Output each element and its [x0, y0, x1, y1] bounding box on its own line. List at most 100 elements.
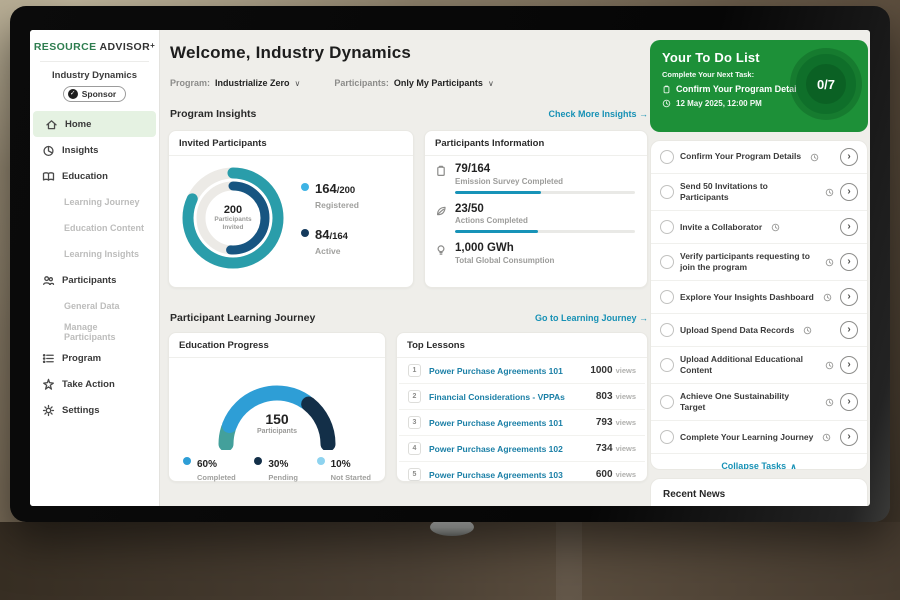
sidebar-item-settings[interactable]: Settings — [30, 397, 159, 423]
legend-label: Not Started — [330, 473, 371, 482]
chevron-down-icon: ∨ — [294, 78, 301, 88]
sidebar-item-general-data[interactable]: General Data — [30, 293, 159, 319]
lesson-title-link[interactable]: Power Purchase Agreements 103 — [429, 469, 563, 480]
page-title: Welcome, Industry Dynamics — [170, 43, 412, 62]
legend-item: 10% Not Started — [316, 454, 371, 482]
go-to-learning-journey-link[interactable]: Go to Learning Journey → — [534, 313, 648, 323]
donut-legend: 164/200 Registered 84/164 Active — [301, 180, 359, 256]
task-checkbox[interactable] — [660, 290, 674, 305]
gauge-arcs — [202, 364, 352, 455]
sidebar-item-insights[interactable]: Insights — [30, 137, 159, 163]
lesson-views: 1000 — [590, 365, 613, 376]
organization-name: Industry Dynamics — [52, 70, 137, 81]
education-progress-body: 150 Participants — [169, 358, 385, 452]
task-open-button[interactable]: › — [840, 321, 858, 340]
lesson-views-suffix: views — [615, 418, 636, 427]
logo-plus: + — [150, 41, 156, 50]
todo-task-row: Upload Spend Data Records › — [651, 314, 867, 348]
lesson-views: 600 — [595, 469, 613, 480]
collapse-tasks-link[interactable]: Collapse Tasks ∧ — [721, 461, 797, 470]
stat-progress-bar — [455, 190, 635, 194]
task-open-button[interactable]: › — [840, 428, 858, 447]
legend-total: /200 — [336, 185, 356, 196]
clock-icon — [822, 433, 831, 442]
task-open-button[interactable]: › — [840, 218, 858, 237]
todo-task-row: Achieve One Sustainability Target › — [651, 384, 867, 422]
task-open-button[interactable]: › — [840, 253, 858, 272]
invited-donut-chart: 200 Participants Invited — [177, 162, 289, 274]
task-checkbox[interactable] — [660, 323, 674, 338]
legend-item: 60% Completed — [183, 454, 236, 482]
sidebar-item-label: Learning Journey — [64, 197, 140, 207]
sponsor-badge[interactable]: ✓ Sponsor — [62, 86, 127, 102]
arrow-right-icon: → — [639, 109, 648, 119]
task-open-button[interactable]: › — [840, 288, 858, 307]
task-label: Explore Your Insights Dashboard — [680, 291, 814, 302]
lesson-title-link[interactable]: Power Purchase Agreements 101 — [429, 365, 563, 376]
todo-task-row: Send 50 Invitations to Participants › — [651, 174, 867, 212]
sidebar-item-home[interactable]: Home — [33, 111, 156, 137]
legend-value: 164 — [315, 181, 337, 196]
top-lessons-title: Top Lessons — [397, 333, 647, 358]
sidebar-item-program[interactable]: Program — [30, 345, 159, 371]
todo-task-row: Explore Your Insights Dashboard › — [651, 281, 867, 315]
legend-label: Pending — [268, 473, 298, 482]
lesson-rank: 4 — [408, 442, 421, 455]
sidebar-item-education[interactable]: Education — [30, 163, 159, 189]
task-open-button[interactable]: › — [840, 183, 858, 202]
participants-information-body: 79/164 Emission Survey Completed 23/50 Acti… — [425, 156, 647, 265]
task-checkbox[interactable] — [660, 358, 674, 373]
logo-primary: RESOURCE — [33, 41, 97, 53]
clipboard-icon — [662, 85, 671, 94]
lesson-rank: 1 — [408, 364, 421, 377]
task-open-button[interactable]: › — [840, 393, 858, 412]
lesson-title-link[interactable]: Power Purchase Agreements 101 — [429, 417, 563, 428]
program-icon — [42, 352, 55, 365]
lesson-title-link[interactable]: Power Purchase Agreements 102 — [429, 443, 563, 454]
lesson-title-link[interactable]: Financial Considerations - VPPAs — [429, 391, 565, 402]
lesson-rank: 5 — [408, 468, 421, 481]
task-checkbox[interactable] — [660, 220, 674, 235]
legend-dot — [301, 229, 309, 237]
program-insights-header: Program Insights Check More Insights → — [170, 108, 648, 120]
lesson-views: 793 — [595, 417, 613, 428]
check-more-insights-link[interactable]: Check More Insights → — [548, 109, 648, 119]
task-checkbox[interactable] — [660, 185, 674, 200]
todo-tasks-card: Confirm Your Program Details › Send 50 Inv… — [650, 140, 868, 470]
sidebar-item-take-action[interactable]: Take Action — [30, 371, 159, 397]
task-checkbox[interactable] — [660, 430, 674, 445]
sidebar-item-education-content[interactable]: Education Content — [30, 215, 159, 241]
task-open-button[interactable]: › — [840, 356, 858, 375]
sidebar-item-label: Participants — [62, 274, 117, 286]
legend-label: Completed — [197, 473, 236, 482]
sidebar-item-manage-participants[interactable]: Manage Participants — [30, 319, 159, 345]
clipboard-icon — [435, 165, 447, 177]
recent-news-title: Recent News — [663, 489, 726, 500]
participants-filter-dropdown[interactable]: Participants: Only My Participants ∨ — [334, 78, 493, 88]
legend-dot — [316, 457, 325, 465]
sidebar-item-learning-journey[interactable]: Learning Journey — [30, 189, 159, 215]
task-checkbox[interactable] — [660, 395, 674, 410]
sidebar-item-label: Education — [62, 170, 108, 182]
donut-center-label: 200 Participants Invited — [214, 203, 252, 231]
sidebar-item-learning-insights[interactable]: Learning Insights — [30, 241, 159, 267]
program-filter-dropdown[interactable]: Program: Industrialize Zero ∨ — [170, 78, 300, 88]
lesson-rank: 2 — [408, 390, 421, 403]
task-open-button[interactable]: › — [840, 148, 858, 166]
lesson-views-suffix: views — [615, 392, 636, 401]
task-checkbox[interactable] — [660, 255, 674, 270]
monitor-bezel: RESOURCE ADVISOR+ Industry Dynamics ✓ Sp… — [10, 6, 890, 522]
sidebar-item-label: Manage Participants — [64, 322, 116, 342]
learning-journey-title: Participant Learning Journey — [170, 312, 316, 324]
donut-rings — [177, 162, 289, 279]
sidebar-item-participants[interactable]: Participants — [30, 267, 159, 293]
todo-next-task[interactable]: Confirm Your Program Details — [662, 84, 856, 94]
task-label: Send 50 Invitations to Participants — [680, 181, 768, 203]
legend-dot — [254, 457, 263, 465]
education-progress-title: Education Progress — [169, 333, 385, 358]
program-insights-title: Program Insights — [170, 108, 257, 120]
todo-task-row: Verify participants requesting to join t… — [651, 244, 867, 282]
task-checkbox[interactable] — [660, 150, 674, 164]
sidebar-item-label: Education Content — [64, 223, 144, 233]
